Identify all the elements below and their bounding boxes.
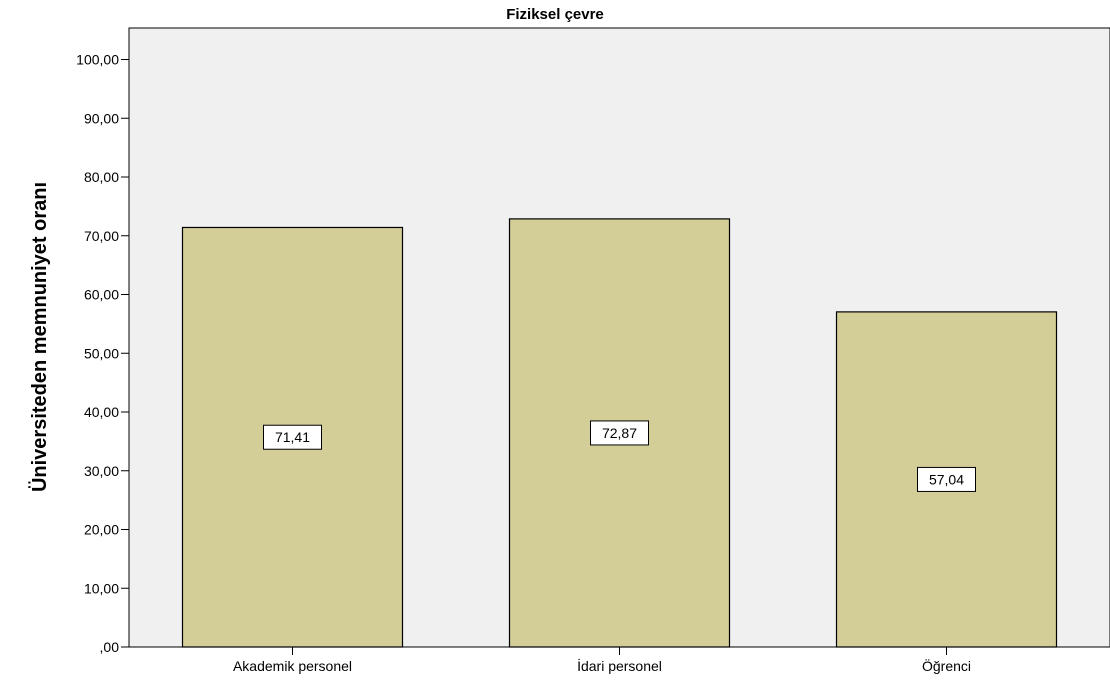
data-label: 57,04 [929, 471, 964, 487]
data-label: 72,87 [602, 425, 637, 441]
y-tick-label: 50,00 [84, 345, 119, 361]
x-axis: Akademik personel İdari personel Öğrenci [129, 646, 1110, 674]
y-tick-label: ,00 [100, 639, 120, 655]
data-label-box [917, 466, 976, 492]
y-tick-label: 40,00 [84, 404, 119, 420]
y-tick-label: 90,00 [84, 110, 119, 126]
y-tick-label: 100,00 [76, 52, 119, 68]
y-tick-label: 70,00 [84, 228, 119, 244]
x-tick-label: İdari personel [577, 657, 662, 674]
y-tick-label: 80,00 [84, 169, 119, 185]
x-tick-label: Akademik personel [233, 658, 352, 674]
chart-title: Fiziksel çevre [506, 6, 604, 23]
y-tick-label: 10,00 [84, 580, 119, 596]
y-axis-label: Üniversiteden memnuniyet oranı [28, 182, 51, 492]
y-tick-label: 30,00 [84, 463, 119, 479]
data-label-box [590, 420, 649, 446]
x-tick-label: Öğrenci [922, 657, 971, 674]
y-axis: ,00 10,00 20,00 30,00 40,00 50,00 60,00 70,00 80… [76, 28, 130, 655]
bars-group: 71,41 72,87 57,04 [181, 218, 1058, 648]
data-label: 71,41 [275, 429, 310, 445]
data-label-box [263, 424, 322, 450]
y-tick-label: 60,00 [84, 287, 119, 303]
y-tick-label: 20,00 [84, 522, 119, 538]
